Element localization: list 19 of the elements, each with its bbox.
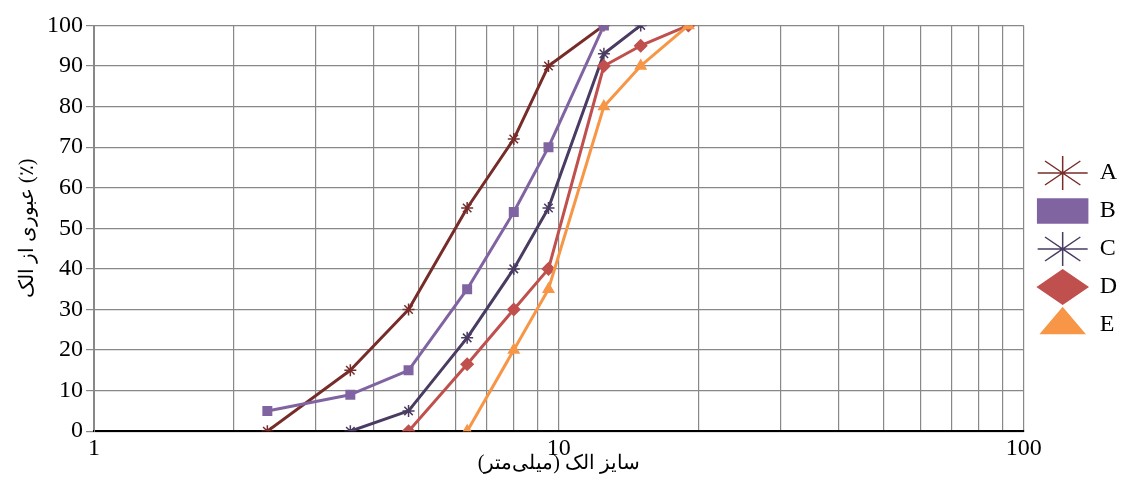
y-tick-label: 30 — [59, 294, 83, 321]
legend-label: D — [1099, 272, 1118, 299]
y-tick-label: 90 — [59, 51, 83, 78]
y-tick-label: 40 — [59, 254, 83, 281]
legend-label: B — [1099, 196, 1116, 223]
x-tick-label: 100 — [1005, 433, 1042, 460]
y-axis-title: عبوری از الک (٪) — [15, 158, 39, 298]
legend-label: A — [1099, 158, 1118, 185]
y-tick-label: 60 — [59, 173, 83, 200]
y-tick-label: 70 — [59, 132, 83, 159]
y-tick-label: 100 — [47, 10, 83, 37]
legend-label: C — [1099, 234, 1116, 261]
legend-label: E — [1099, 310, 1115, 337]
y-tick-label: 10 — [59, 375, 83, 402]
y-tick-label: 20 — [59, 335, 83, 362]
x-tick-label: 1 — [88, 433, 100, 460]
y-tick-label: 50 — [59, 213, 83, 240]
y-tick-label: 80 — [59, 91, 83, 118]
y-tick-label: 0 — [71, 416, 83, 443]
